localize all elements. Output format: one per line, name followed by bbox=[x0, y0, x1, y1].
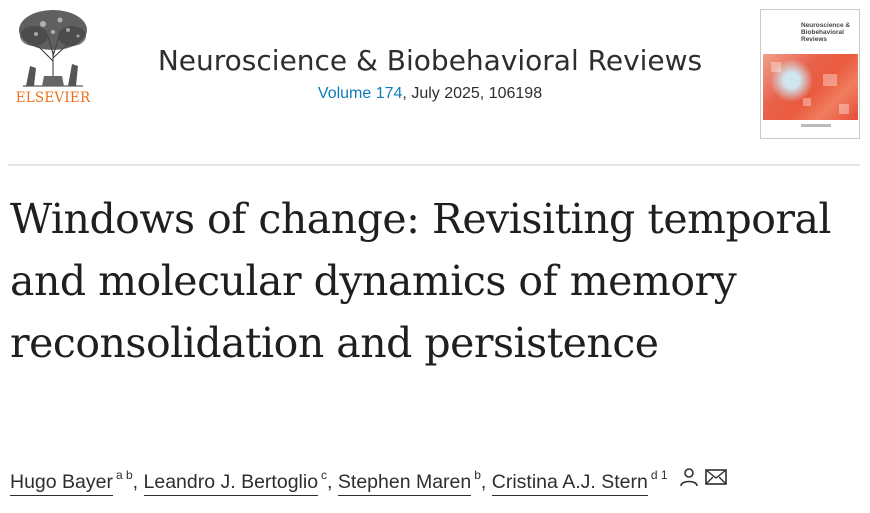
author-affiliations: d 1 bbox=[650, 468, 668, 482]
author-3[interactable]: Stephen Maren b bbox=[337, 468, 481, 497]
author-4[interactable]: Cristina A.J. Stern d 1 bbox=[491, 468, 668, 497]
article-title: Windows of change: Revisiting temporal a… bbox=[10, 195, 832, 367]
cover-title: Neuroscience & Biobehavioral Reviews bbox=[801, 22, 851, 43]
issue-info: , July 2025, 106198 bbox=[402, 85, 543, 102]
author-2[interactable]: Leandro J. Bertoglio c bbox=[143, 468, 328, 497]
author-affiliations: c bbox=[321, 468, 328, 482]
journal-header: Neuroscience & Biobehavioral Reviews Vol… bbox=[120, 44, 740, 103]
journal-cover-image[interactable]: Neuroscience & Biobehavioral Reviews bbox=[760, 9, 860, 139]
author-affiliations: a b bbox=[115, 468, 133, 482]
volume-link[interactable]: Volume 174 bbox=[317, 85, 403, 102]
author-list: Hugo Bayer a b, Leandro J. Bertoglio c, St… bbox=[10, 467, 860, 497]
publisher-name: ELSEVIER bbox=[15, 90, 91, 106]
elsevier-tree-icon bbox=[19, 10, 87, 87]
header-divider bbox=[8, 164, 860, 166]
author-name[interactable]: Cristina A.J. Stern bbox=[491, 471, 648, 497]
author-affiliations: b bbox=[474, 468, 481, 482]
cover-art bbox=[763, 54, 858, 120]
author-name[interactable]: Hugo Bayer bbox=[10, 471, 113, 497]
email-icon[interactable] bbox=[705, 468, 727, 492]
journal-meta: Volume 174, July 2025, 106198 bbox=[120, 85, 740, 103]
elsevier-logo[interactable]: ELSEVIER bbox=[8, 6, 98, 108]
author-separator: , bbox=[480, 471, 492, 494]
person-icon[interactable] bbox=[679, 467, 699, 493]
author-separator: , bbox=[327, 471, 338, 494]
cover-footer bbox=[801, 124, 831, 127]
journal-title[interactable]: Neuroscience & Biobehavioral Reviews bbox=[157, 44, 703, 77]
author-1[interactable]: Hugo Bayer a b bbox=[10, 468, 133, 497]
author-separator: , bbox=[132, 471, 144, 494]
author-name[interactable]: Leandro J. Bertoglio bbox=[143, 471, 319, 497]
author-name[interactable]: Stephen Maren bbox=[337, 471, 472, 497]
